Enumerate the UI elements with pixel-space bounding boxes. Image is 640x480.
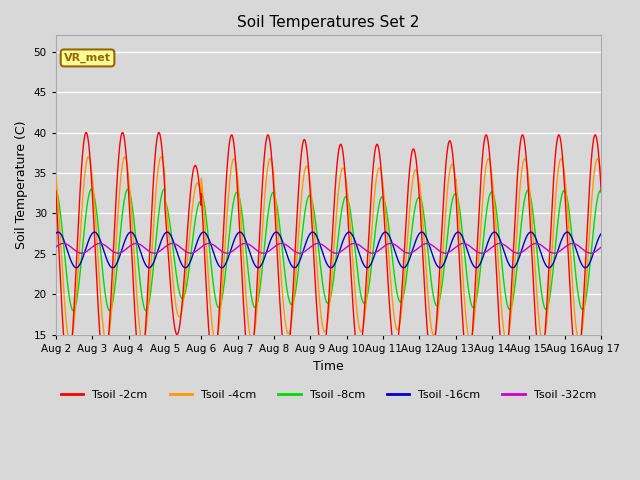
X-axis label: Time: Time bbox=[313, 360, 344, 372]
Title: Soil Temperatures Set 2: Soil Temperatures Set 2 bbox=[237, 15, 420, 30]
Legend: Tsoil -2cm, Tsoil -4cm, Tsoil -8cm, Tsoil -16cm, Tsoil -32cm: Tsoil -2cm, Tsoil -4cm, Tsoil -8cm, Tsoi… bbox=[57, 385, 600, 404]
Y-axis label: Soil Temperature (C): Soil Temperature (C) bbox=[15, 121, 28, 250]
Text: VR_met: VR_met bbox=[64, 53, 111, 63]
